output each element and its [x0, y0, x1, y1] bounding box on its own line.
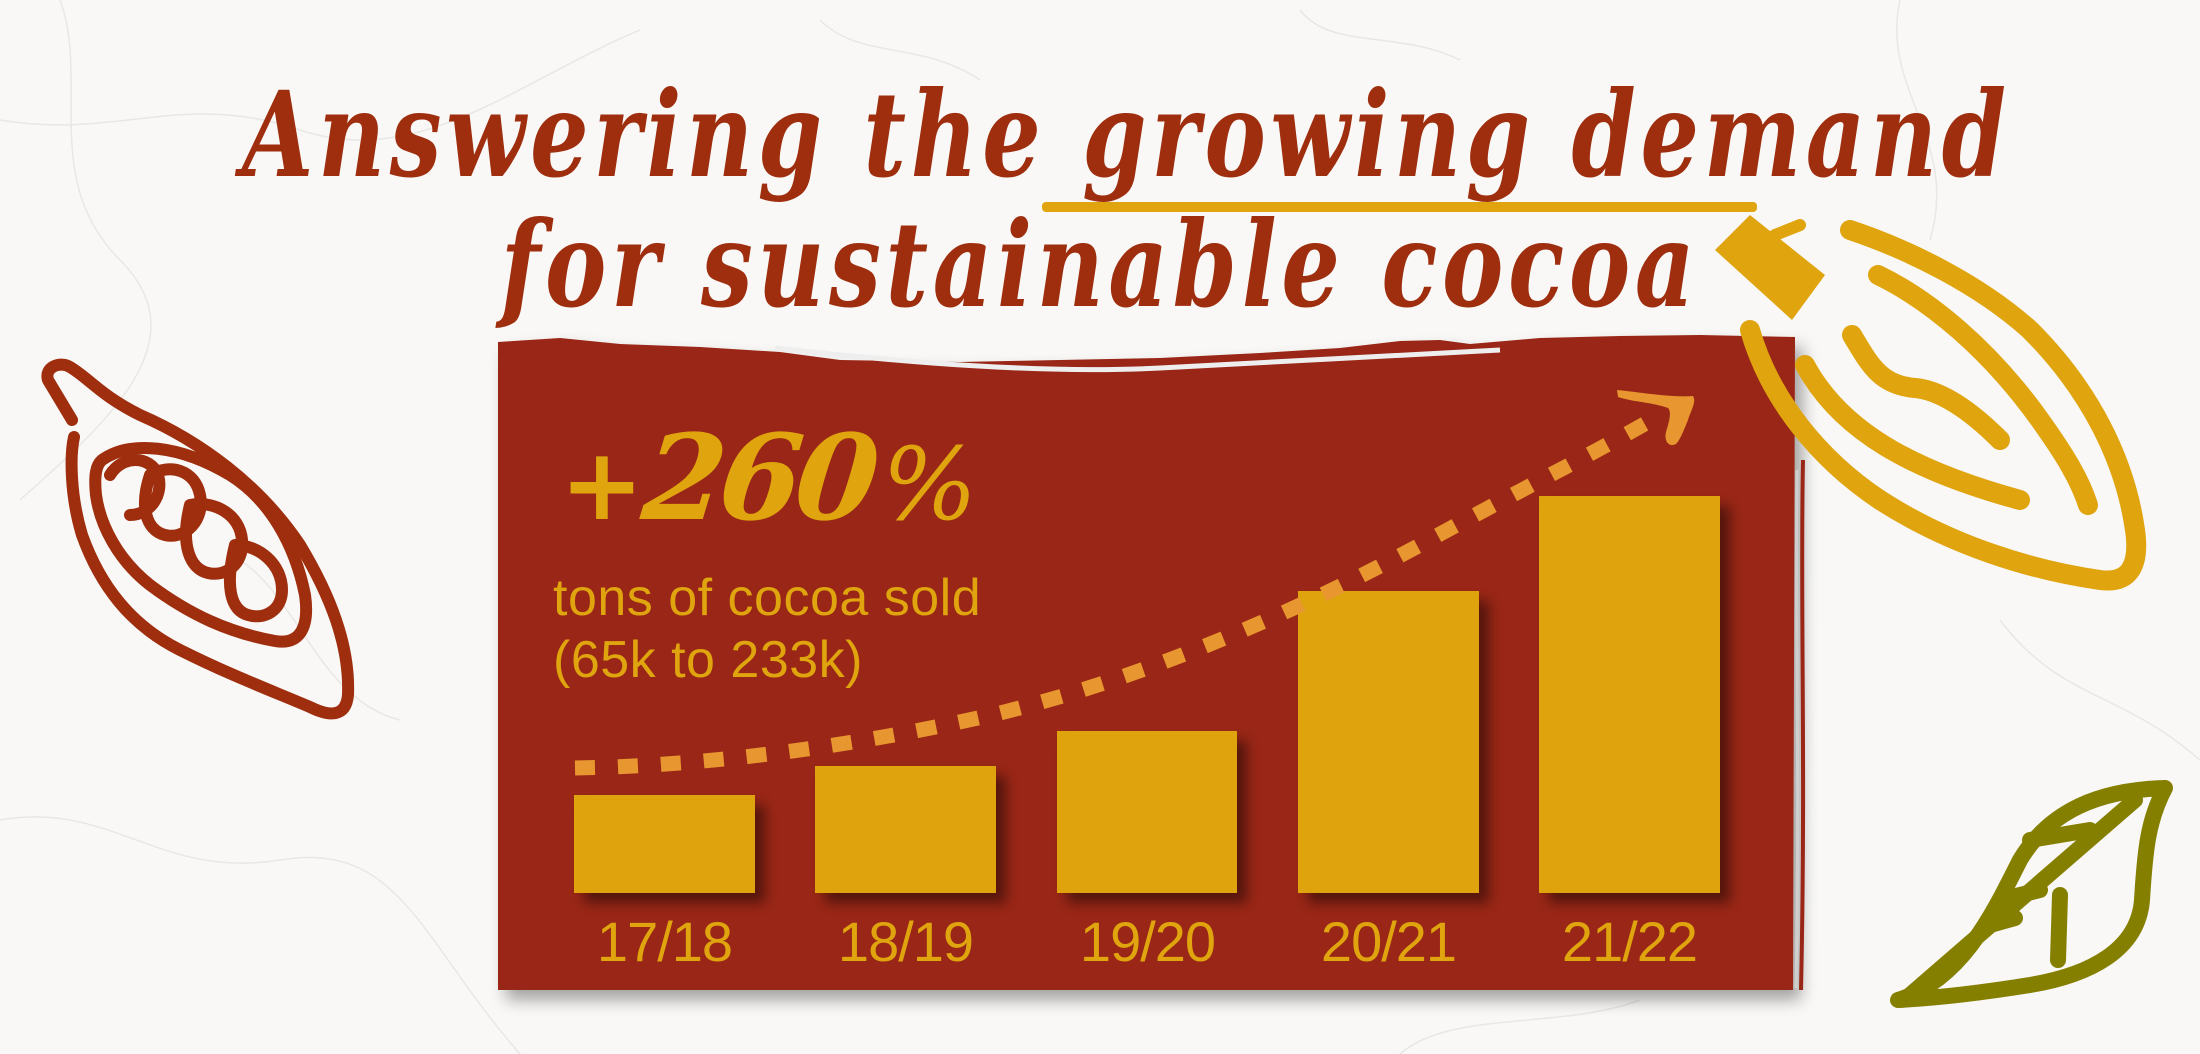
trend-line — [574, 411, 1659, 776]
bars — [574, 496, 1720, 893]
title-underline — [1042, 202, 1757, 212]
bar-19-20 — [1057, 731, 1237, 893]
category-label: 20/21 — [1320, 910, 1457, 973]
cocoa-pod-outline-icon — [41, 358, 355, 720]
growth-stat: + 260 % — [560, 408, 977, 547]
growth-plus-sign: + — [560, 426, 644, 543]
cocoa-pod-open-icon — [1715, 215, 2147, 591]
category-label: 18/19 — [837, 910, 974, 973]
page-title-line-1: Answering the growing demand — [242, 65, 2011, 204]
leaf-icon — [1890, 780, 2173, 1008]
stat-range: (65k to 233k) — [553, 631, 863, 689]
growth-value: 260 — [636, 408, 880, 547]
category-label: 21/22 — [1561, 910, 1698, 973]
page-title-line-2: for sustainable cocoa — [500, 195, 1700, 334]
growth-percent-sign: % — [882, 426, 978, 543]
bar-20-21 — [1298, 591, 1479, 893]
category-label: 17/18 — [596, 910, 733, 973]
trend-arrow-icon — [1617, 390, 1695, 446]
bar-18-19 — [815, 766, 996, 893]
bar-17-18 — [574, 795, 755, 893]
stat-label: tons of cocoa sold — [553, 569, 982, 627]
category-label: 19/20 — [1079, 910, 1216, 973]
bar-21-22 — [1539, 496, 1720, 893]
